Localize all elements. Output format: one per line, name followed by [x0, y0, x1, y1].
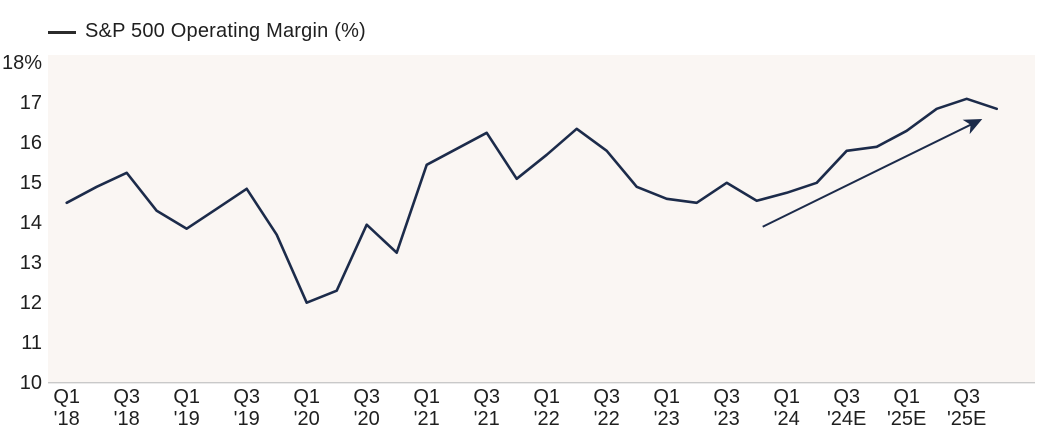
- legend-line-swatch: [48, 30, 76, 34]
- x-tick-label: Q3'18: [113, 386, 141, 430]
- x-tick-label: Q1'18: [53, 386, 81, 430]
- y-tick-label: 18%: [1, 51, 42, 74]
- x-tick-label: Q3'24E: [826, 386, 867, 430]
- legend: S&P 500 Operating Margin (%): [48, 20, 366, 43]
- x-tick-label: Q3'22: [593, 386, 621, 430]
- x-tick-label: Q3'23: [713, 386, 741, 430]
- x-tick-label: Q1'19: [173, 386, 201, 430]
- x-tick-label: Q3'21: [473, 386, 501, 430]
- y-tick-label: 13: [19, 251, 42, 274]
- y-tick-label: 15: [19, 171, 42, 194]
- x-tick-label: Q1'20: [293, 386, 321, 430]
- y-tick-label: 11: [21, 331, 42, 354]
- x-tick-label: Q1'23: [653, 386, 681, 430]
- x-tick-label: Q3'25E: [946, 386, 987, 430]
- x-tick-label: Q1'21: [413, 386, 441, 430]
- legend-label: S&P 500 Operating Margin (%): [85, 20, 366, 42]
- x-tick-label: Q1'24: [773, 386, 801, 430]
- x-tick-label: Q3'19: [233, 386, 261, 430]
- y-tick-label: 10: [19, 371, 42, 394]
- plot-area-background: [48, 55, 1035, 383]
- x-tick-label: Q3'20: [353, 386, 381, 430]
- series-line: [65, 97, 999, 305]
- y-tick-label: 16: [19, 131, 42, 154]
- x-tick-label: Q1'25E: [886, 386, 927, 430]
- y-tick-label: 17: [19, 91, 42, 114]
- y-tick-label: 14: [19, 211, 42, 234]
- trend-arrow: [762, 119, 983, 228]
- y-tick-label: 12: [19, 291, 42, 314]
- x-tick-label: Q1'22: [533, 386, 561, 430]
